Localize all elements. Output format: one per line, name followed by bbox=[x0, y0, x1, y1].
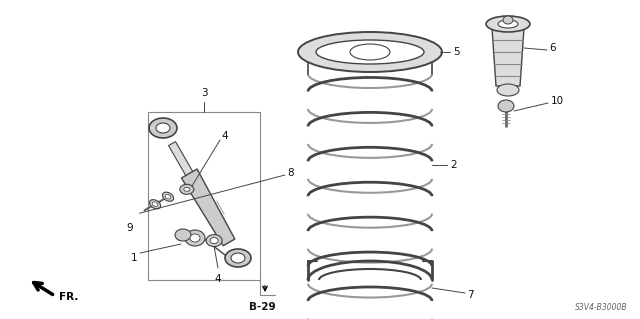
Text: 10: 10 bbox=[551, 96, 564, 106]
Ellipse shape bbox=[165, 195, 171, 199]
Ellipse shape bbox=[316, 40, 424, 64]
Ellipse shape bbox=[149, 118, 177, 138]
Text: 6: 6 bbox=[549, 43, 556, 53]
Ellipse shape bbox=[185, 230, 205, 246]
Ellipse shape bbox=[206, 234, 222, 247]
Text: 3: 3 bbox=[201, 88, 207, 98]
Text: 8: 8 bbox=[287, 168, 294, 178]
Ellipse shape bbox=[190, 234, 200, 242]
Ellipse shape bbox=[163, 192, 173, 201]
Ellipse shape bbox=[180, 184, 194, 194]
Text: S3V4-B3000B: S3V4-B3000B bbox=[575, 303, 628, 313]
Ellipse shape bbox=[498, 100, 514, 112]
Ellipse shape bbox=[486, 16, 530, 32]
Text: B-29: B-29 bbox=[249, 302, 275, 312]
Ellipse shape bbox=[231, 253, 245, 263]
Ellipse shape bbox=[298, 32, 442, 72]
Text: 4: 4 bbox=[214, 274, 221, 284]
Text: 1: 1 bbox=[131, 253, 137, 263]
Text: FR.: FR. bbox=[59, 292, 78, 302]
Text: 5: 5 bbox=[453, 47, 460, 57]
Ellipse shape bbox=[497, 84, 519, 96]
Ellipse shape bbox=[503, 16, 513, 24]
Ellipse shape bbox=[156, 123, 170, 133]
Polygon shape bbox=[182, 169, 235, 246]
Ellipse shape bbox=[210, 238, 218, 244]
Ellipse shape bbox=[175, 229, 191, 241]
Ellipse shape bbox=[350, 44, 390, 60]
Ellipse shape bbox=[498, 20, 518, 28]
Polygon shape bbox=[492, 28, 524, 86]
Ellipse shape bbox=[150, 200, 161, 209]
Text: 7: 7 bbox=[467, 290, 474, 300]
Ellipse shape bbox=[225, 249, 251, 267]
Ellipse shape bbox=[184, 187, 190, 191]
Bar bbox=[148, 112, 260, 280]
Text: 4: 4 bbox=[221, 131, 228, 141]
Text: 2: 2 bbox=[450, 160, 456, 170]
Ellipse shape bbox=[152, 202, 158, 206]
Polygon shape bbox=[168, 142, 195, 179]
Text: 9: 9 bbox=[126, 223, 133, 233]
